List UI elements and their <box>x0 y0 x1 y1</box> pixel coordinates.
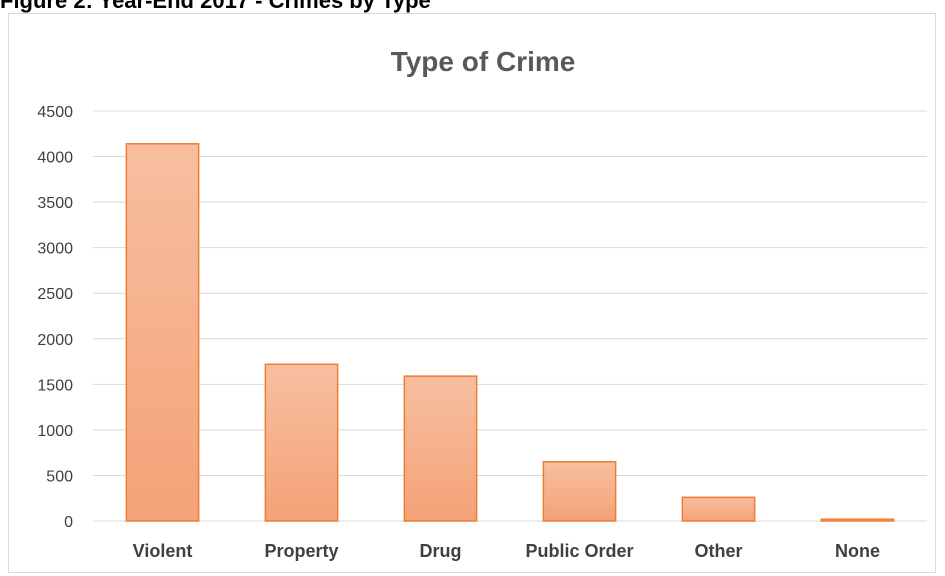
y-tick-label: 500 <box>46 468 73 485</box>
chart-title: Type of Crime <box>391 46 576 77</box>
y-tick-label: 1500 <box>37 377 73 394</box>
x-axis-category-labels: Violent Property Drug Public Order Other None <box>133 541 880 561</box>
x-category-label: Public Order <box>525 541 633 561</box>
bar-violent <box>125 143 200 522</box>
y-axis-tick-labels: 0 500 1000 1500 2000 2500 3000 3500 4000 4500 <box>37 104 73 531</box>
bars <box>125 143 895 522</box>
figure-caption: Figure 2: Year-End 2017 - Crimes by Type <box>0 0 431 13</box>
y-tick-label: 4000 <box>37 150 73 167</box>
bar-chart: Type of Crime 0 500 1000 1500 2000 2500 3000 35… <box>37 46 927 561</box>
x-category-label: Other <box>694 541 742 561</box>
x-category-label: Drug <box>420 541 462 561</box>
y-tick-label: 1000 <box>37 423 73 440</box>
y-tick-label: 2500 <box>37 286 73 303</box>
chart-frame: Type of Crime 0 500 1000 1500 2000 2500 3000 35… <box>8 13 936 573</box>
y-tick-label: 2000 <box>37 332 73 349</box>
bar-none <box>820 518 895 522</box>
x-category-label: Violent <box>133 541 193 561</box>
y-tick-label: 0 <box>64 514 73 531</box>
bar-other <box>681 496 756 522</box>
gridlines <box>93 110 927 522</box>
bar-property <box>264 363 339 522</box>
y-tick-label: 3000 <box>37 241 73 258</box>
x-category-label: None <box>835 541 880 561</box>
y-tick-label: 4500 <box>37 104 73 121</box>
bar-public-order <box>542 461 617 522</box>
x-category-label: Property <box>264 541 338 561</box>
y-tick-label: 3500 <box>37 195 73 212</box>
bar-drug <box>403 375 478 522</box>
